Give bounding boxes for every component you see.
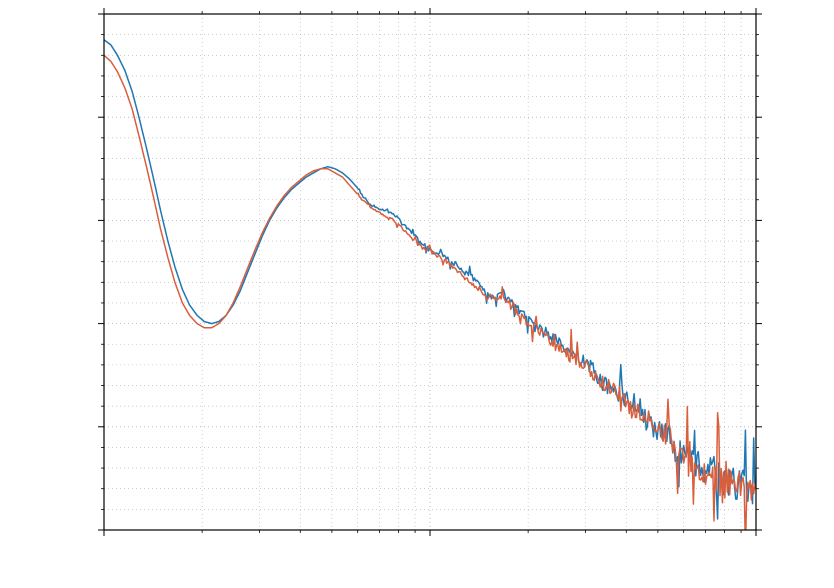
line-chart [0,0,834,588]
chart-svg [0,0,834,588]
